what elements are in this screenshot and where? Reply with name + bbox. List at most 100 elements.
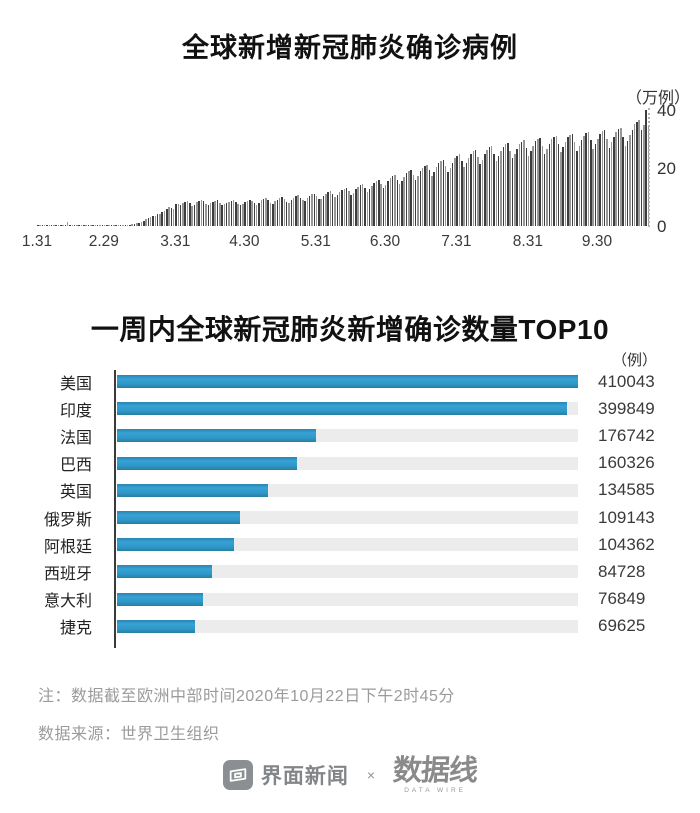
daily-new-cases-bar [140, 221, 143, 226]
daily-new-cases-bar [387, 181, 389, 226]
daily-new-cases-bar [350, 194, 352, 226]
daily-new-cases-bar [546, 149, 548, 226]
daily-new-cases-bar [640, 130, 643, 226]
daily-new-cases-bar [292, 197, 295, 226]
daily-new-cases-bar [437, 163, 440, 226]
daily-new-cases-bar [560, 152, 562, 226]
daily-new-cases-bar [488, 147, 491, 226]
daily-new-cases-bar [442, 159, 445, 226]
daily-new-cases-bar [490, 146, 493, 226]
daily-new-cases-bar [306, 198, 309, 226]
daily-new-cases-bar [592, 149, 594, 226]
daily-new-cases-bar [297, 195, 299, 226]
daily-new-cases-bar [232, 200, 235, 226]
country-bar [117, 483, 269, 497]
daily-new-cases-bar [108, 225, 110, 226]
daily-new-cases-bar [329, 191, 332, 226]
chart1-x-tick-label: 3.31 [160, 233, 191, 250]
daily-new-cases-bar [626, 140, 629, 226]
daily-new-cases-bar [389, 177, 392, 226]
daily-new-cases-bar [431, 175, 433, 226]
chart1-x-tick-label: 6.30 [369, 233, 401, 250]
country-bar [117, 619, 196, 633]
daily-new-cases-bar [617, 129, 620, 226]
daily-new-cases-bar [159, 213, 161, 226]
daily-new-cases-bar [537, 139, 539, 226]
daily-new-cases-bar [590, 140, 592, 226]
daily-new-cases-bar [606, 139, 608, 226]
daily-new-cases-bar [444, 165, 447, 226]
daily-new-cases-bar [193, 204, 196, 226]
daily-new-cases-bar [435, 167, 438, 226]
daily-new-cases-bar [426, 164, 428, 226]
country-label: 阿根廷 [43, 538, 92, 556]
country-value: 69625 [598, 616, 646, 636]
daily-new-cases-bar [525, 148, 528, 226]
chart1-x-tick-label: 9.30 [581, 233, 613, 250]
chart1-unit-label: （万例） [625, 90, 690, 107]
daily-new-cases-bar [92, 225, 94, 226]
daily-new-cases-bar [359, 185, 362, 226]
daily-new-cases-bar [43, 225, 46, 226]
daily-new-cases-bar [207, 205, 210, 226]
daily-new-cases-bar [472, 151, 475, 226]
daily-new-cases-bar [170, 208, 173, 226]
daily-new-cases-bar [322, 195, 325, 226]
country-value: 176742 [598, 425, 655, 445]
daily-new-cases-bar [46, 225, 48, 226]
chart1-right-axis-dotted-line [648, 108, 650, 227]
chart2-plot-area: 美国 410043 印度 399849 法国 176742 巴西 160326 英国 134585… [0, 368, 700, 648]
chart1-x-tick-label: 8.31 [512, 233, 543, 250]
daily-new-cases-bar [149, 216, 152, 226]
country-label: 西班牙 [43, 565, 92, 583]
bar-track [117, 375, 578, 389]
daily-new-cases-bar [96, 225, 99, 226]
daily-new-cases-bar [424, 165, 426, 226]
daily-new-cases-bar [502, 146, 504, 226]
daily-new-cases-bar [285, 201, 288, 226]
daily-new-cases-bar [90, 225, 92, 226]
daily-new-cases-bar [569, 134, 571, 226]
daily-new-cases-bar [368, 189, 371, 226]
top10-row: 巴西 160326 [0, 450, 700, 477]
daily-new-cases-bar [200, 200, 203, 226]
chart2-axis-line [114, 370, 116, 648]
daily-new-cases-bar [255, 204, 258, 226]
daily-new-cases-bar [251, 201, 253, 226]
daily-new-cases-bar [428, 170, 431, 226]
country-label: 意大利 [43, 593, 92, 611]
daily-new-cases-bar [382, 188, 385, 226]
daily-new-cases-bar [179, 204, 182, 226]
country-value: 104362 [598, 534, 655, 554]
top10-row: 捷克 69625 [0, 613, 700, 640]
daily-new-cases-bar [60, 225, 62, 226]
daily-new-cases-bar [308, 196, 311, 226]
daily-new-cases-bar [516, 148, 518, 226]
daily-new-cases-bar [327, 192, 329, 226]
daily-new-cases-bar [101, 225, 104, 226]
daily-new-cases-bar [440, 160, 442, 226]
daily-new-cases-bar [562, 147, 564, 226]
daily-new-cases-bar [366, 191, 369, 226]
country-bar [117, 429, 316, 443]
daily-new-cases-bar [338, 192, 341, 226]
daily-new-cases-bar [64, 225, 67, 226]
daily-new-cases-bar [219, 202, 221, 226]
daily-new-cases-bar [576, 150, 578, 226]
daily-new-cases-bar [315, 196, 318, 226]
top10-row: 俄罗斯 109143 [0, 504, 700, 531]
country-bar [117, 456, 298, 470]
daily-new-cases-bar [456, 155, 458, 226]
daily-new-cases-bar [182, 202, 184, 226]
top10-row: 西班牙 84728 [0, 558, 700, 585]
daily-new-cases-bar [80, 225, 83, 226]
daily-new-cases-bar [484, 154, 486, 226]
daily-new-cases-bar [497, 156, 500, 226]
daily-new-cases-bar [253, 203, 256, 226]
footer-logos: 界面新闻 × 数据线 DATA WIRE [0, 755, 700, 794]
daily-new-cases-bar [320, 199, 322, 226]
daily-new-cases-bar [419, 171, 422, 226]
daily-new-cases-bar [620, 128, 622, 226]
daily-new-cases-bar [414, 180, 417, 226]
daily-new-cases-bar [493, 153, 495, 226]
